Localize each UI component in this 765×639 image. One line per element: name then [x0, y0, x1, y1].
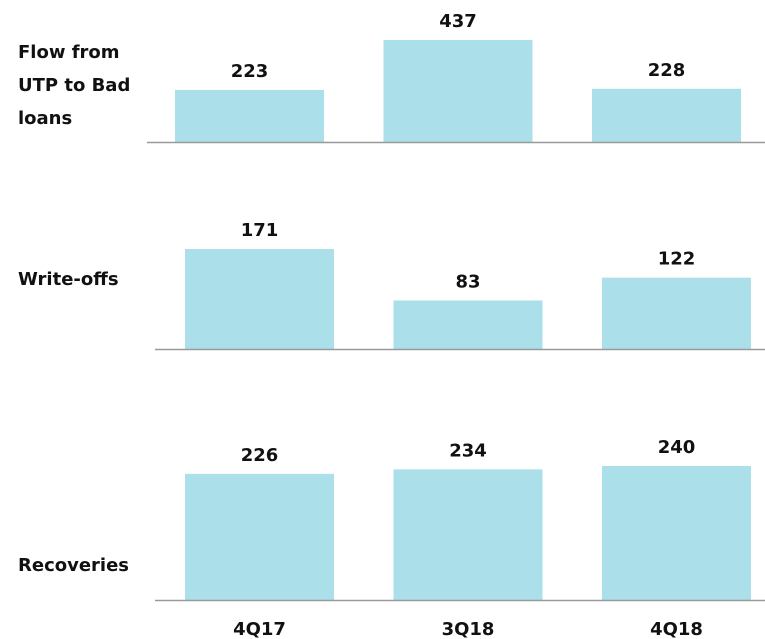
panel-title: Flow from UTP to Bad loans: [18, 42, 131, 129]
bar: [592, 88, 741, 142]
x-tick-label: 4Q17: [233, 619, 286, 639]
bar: [393, 469, 543, 600]
bar: [393, 300, 543, 349]
value-label: 223: [231, 61, 269, 82]
panel-title: Write-offs: [18, 269, 119, 290]
x-tick-label: 3Q18: [442, 619, 495, 639]
bar: [602, 277, 751, 349]
value-label: 122: [658, 249, 696, 270]
bar: [185, 249, 334, 349]
bar: [383, 40, 533, 142]
value-label: 437: [439, 11, 477, 32]
x-tick-label: 4Q18: [650, 619, 703, 639]
bar: [175, 89, 324, 142]
panel-title: Recoveries: [18, 555, 130, 576]
value-label: 83: [455, 271, 480, 292]
value-label: 228: [648, 60, 686, 81]
value-label: 226: [241, 445, 279, 466]
value-label: 240: [658, 437, 696, 458]
value-label: 234: [449, 440, 487, 461]
bar: [602, 466, 751, 600]
value-label: 171: [241, 220, 279, 241]
bar: [185, 473, 334, 600]
